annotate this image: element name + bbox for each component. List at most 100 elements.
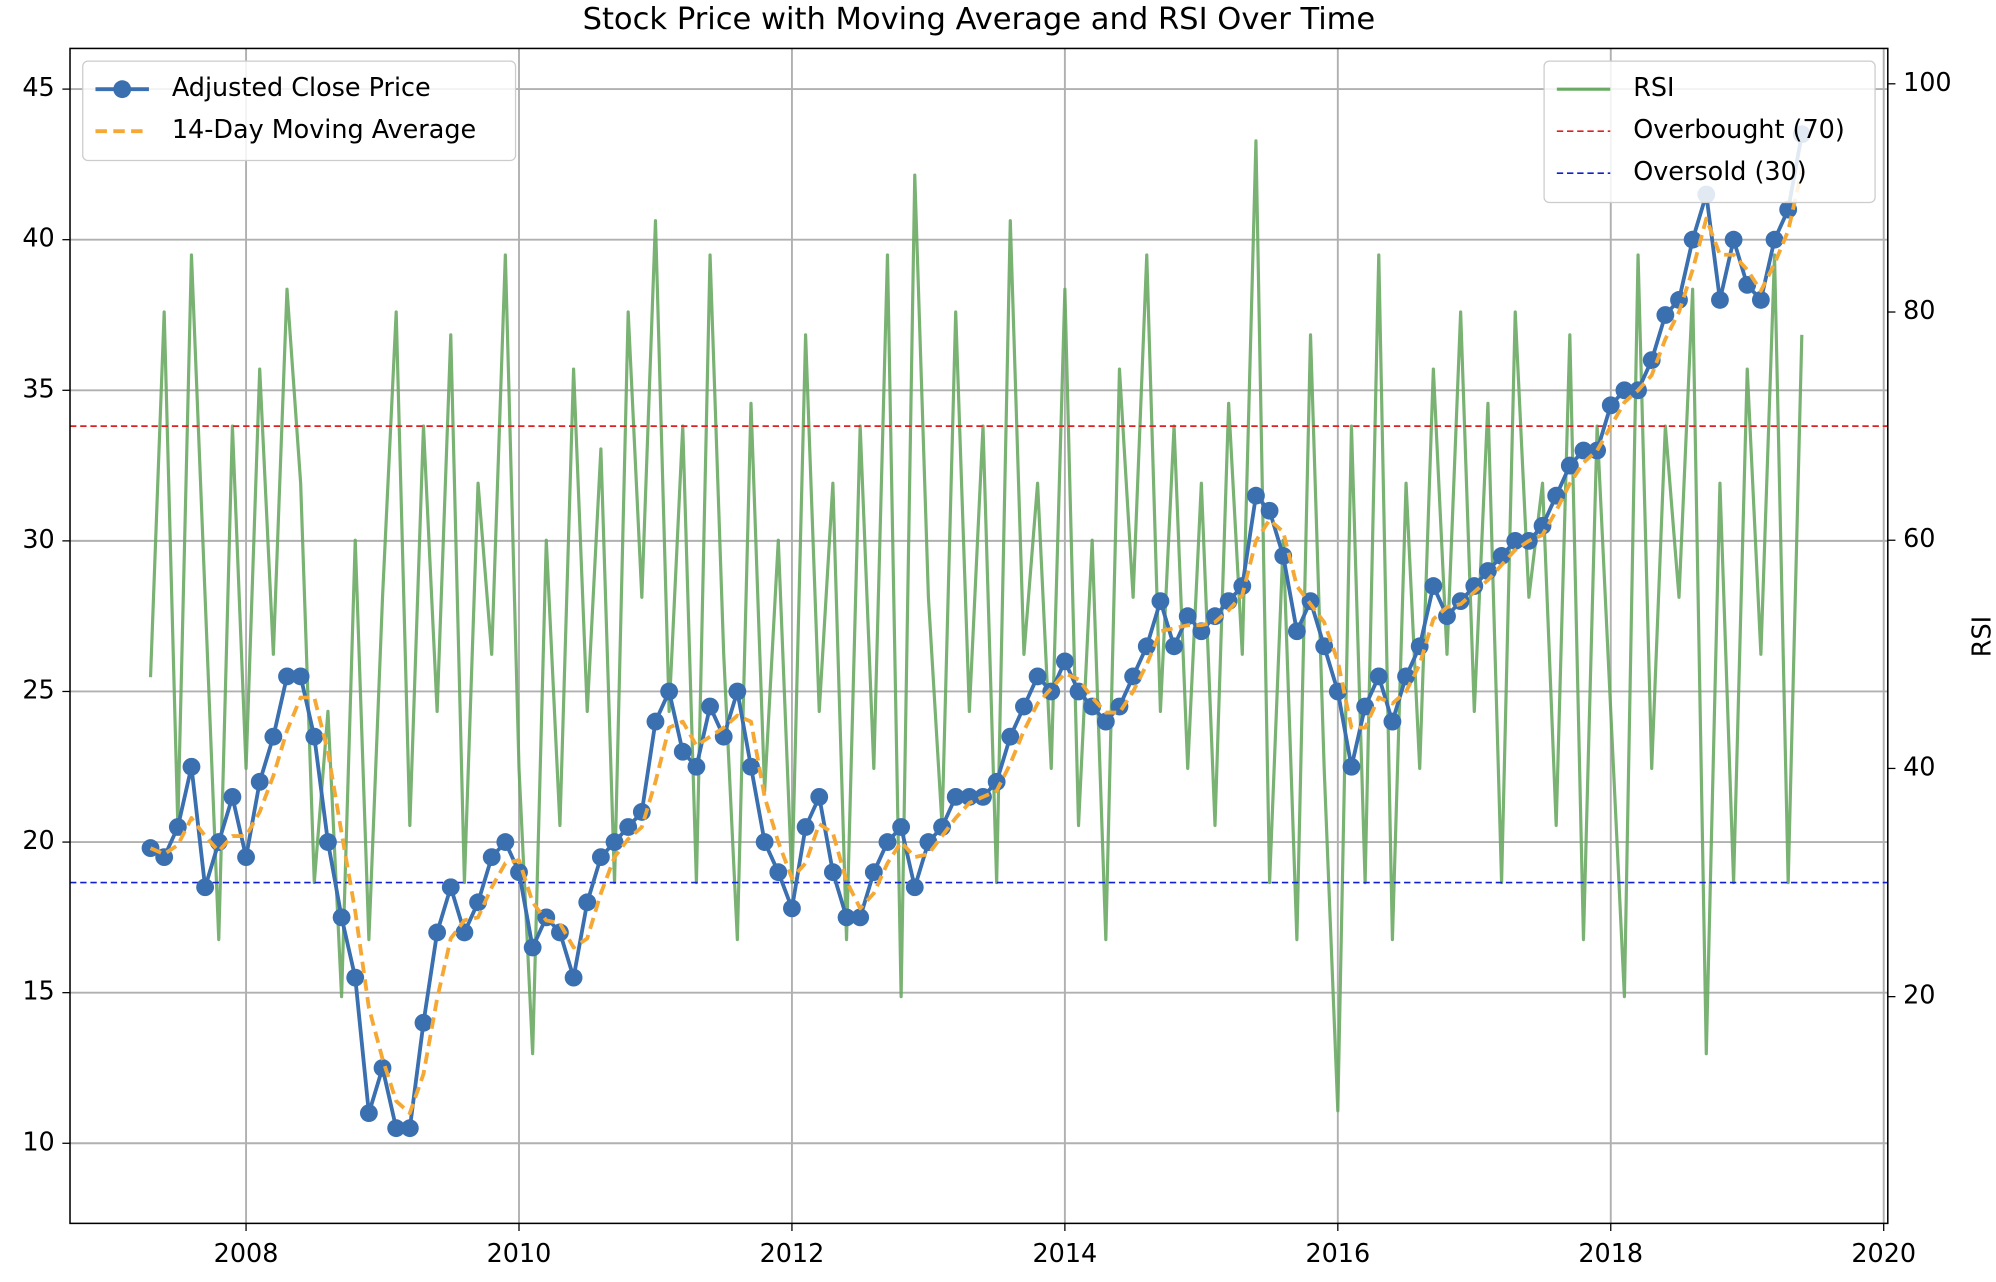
data-point: [1356, 697, 1375, 716]
y-tick-label: 10: [22, 1127, 54, 1157]
data-point: [619, 818, 638, 836]
data-point: [223, 787, 242, 806]
legend: Adjusted Close Price 14-Day Moving Averag…: [82, 60, 517, 162]
y2-tick-label: 80: [1903, 296, 1935, 326]
x-tick-label: 2012: [760, 1239, 825, 1269]
data-point: [196, 878, 215, 897]
data-point: [742, 757, 760, 776]
x-tick-label: 2016: [1305, 1239, 1370, 1269]
data-point: [1137, 637, 1156, 656]
data-point: [1751, 291, 1770, 309]
data-point: [783, 899, 801, 918]
data-point: [1438, 607, 1456, 626]
data-point: [1260, 501, 1279, 520]
data-point: [1451, 592, 1470, 611]
data-point: [1724, 230, 1743, 249]
data-point: [168, 818, 187, 836]
data-point: [769, 863, 788, 882]
data-point: [182, 757, 201, 776]
data-point: [1506, 531, 1525, 550]
data-point: [564, 968, 583, 987]
data-point: [646, 712, 665, 731]
data-point: [1247, 486, 1265, 505]
y-tick-label: 25: [22, 675, 54, 705]
data-point: [605, 833, 624, 851]
data-point: [687, 757, 706, 776]
data-point: [851, 908, 870, 927]
data-point: [319, 833, 337, 851]
data-point: [428, 923, 447, 942]
data-point: [987, 772, 1006, 791]
data-point: [1656, 306, 1675, 324]
y2-axis-label: RSI: [1967, 616, 1996, 657]
data-point: [455, 923, 474, 942]
data-point: [673, 742, 692, 761]
data-point: [591, 848, 610, 867]
x-tick-label: 2008: [214, 1239, 279, 1269]
y-tick-label: 40: [22, 224, 54, 254]
chart-title: Stock Price with Moving Average and RSI …: [583, 2, 1376, 37]
data-point: [441, 878, 460, 897]
legend-label: Oversold (30): [1633, 157, 1807, 187]
data-point: [1274, 547, 1293, 565]
data-point: [237, 848, 255, 867]
data-point: [1342, 757, 1361, 776]
data-point: [823, 863, 842, 882]
y2-tick-label: 100: [1903, 68, 1952, 98]
y-tick-label: 35: [22, 374, 54, 404]
data-point: [359, 1104, 378, 1123]
x-tick-label: 2010: [487, 1239, 552, 1269]
y-tick-label: 30: [22, 525, 54, 555]
y-tick-label: 20: [22, 826, 54, 856]
data-point: [1492, 547, 1511, 565]
y-tick-label: 45: [22, 73, 54, 103]
data-point: [796, 818, 815, 836]
data-point: [810, 787, 829, 806]
data-point: [701, 697, 719, 716]
data-point: [346, 968, 365, 987]
data-point: [496, 833, 515, 851]
data-point: [1001, 727, 1020, 746]
x-tick-label: 2018: [1578, 1239, 1643, 1269]
data-point: [1615, 381, 1634, 400]
data-point: [1711, 291, 1729, 309]
data-point: [755, 833, 774, 851]
data-point: [1165, 637, 1183, 656]
legend-marker: [113, 80, 132, 99]
data-point: [291, 667, 310, 686]
data-point: [387, 1119, 406, 1138]
data-point: [332, 908, 351, 927]
y2-tick-label: 40: [1903, 752, 1935, 782]
y-tick-label: 15: [22, 977, 54, 1007]
data-point: [264, 727, 283, 746]
data-point: [1178, 607, 1197, 626]
legend-box: [1543, 60, 1876, 204]
data-point: [892, 818, 911, 836]
x-tick-label: 2020: [1851, 1239, 1916, 1269]
data-point: [1151, 592, 1170, 611]
legend: RSI Overbought (70) Oversold (30): [1543, 60, 1876, 204]
data-point: [305, 727, 324, 746]
data-point: [837, 908, 856, 927]
data-point: [578, 893, 597, 912]
data-point: [482, 848, 501, 867]
y2-tick-label: 20: [1903, 981, 1935, 1011]
data-point: [278, 667, 296, 686]
data-point: [1369, 667, 1388, 686]
data-point: [946, 787, 965, 806]
data-point: [1683, 230, 1702, 249]
data-point: [1315, 637, 1334, 656]
legend-label: Overbought (70): [1633, 115, 1845, 145]
plot-frame: [69, 47, 1889, 1225]
data-point: [469, 893, 487, 912]
data-point: [1738, 275, 1757, 294]
data-point: [1601, 396, 1620, 415]
data-point: [1560, 456, 1579, 475]
data-point: [1055, 652, 1074, 671]
data-point: [414, 1013, 433, 1032]
legend-label: 14-Day Moving Average: [172, 115, 476, 145]
data-point: [905, 878, 924, 897]
